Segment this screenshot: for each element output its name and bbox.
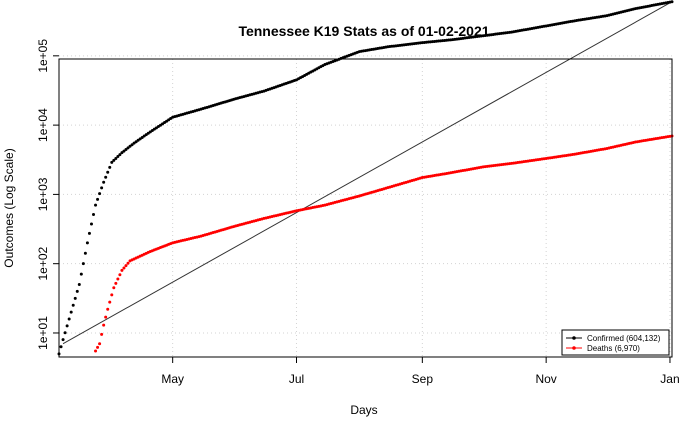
data-point [128,144,132,148]
data-point [122,266,126,270]
chart-title: Tennessee K19 Stats as of 01-02-2021 [238,23,489,39]
legend-swatch-point [572,346,576,350]
data-point [98,192,102,196]
data-point [124,147,128,151]
data-point [116,277,120,281]
legend-box [561,329,670,356]
data-point [112,158,116,162]
data-point [106,307,110,311]
y-tick-label: 1e+02 [36,247,50,281]
data-point [110,160,114,164]
data-point [670,0,674,4]
data-point [67,317,71,321]
data-point [104,315,108,319]
data-point [124,264,128,268]
data-point [59,345,63,349]
data-point [130,143,134,147]
x-axis-label: Days [350,403,377,417]
data-point [63,331,67,335]
data-point [104,175,108,179]
y-tick-label: 1e+01 [36,316,50,350]
data-point [114,156,118,160]
data-point [65,324,69,328]
data-point [110,293,114,297]
data-point [114,281,118,285]
x-tick-label: Jul [289,372,304,386]
y-tick-label: 1e+05 [36,39,50,73]
data-point [126,261,130,265]
data-point [85,241,89,245]
data-point [96,197,100,201]
data-point [87,231,91,235]
x-axis: May Jul Sep Nov Jan [161,357,680,386]
data-point [108,300,112,304]
data-point [73,296,77,300]
data-point [120,151,124,155]
data-point [102,180,106,184]
data-point [94,203,98,207]
x-tick-label: Sep [412,372,434,386]
x-tick-label: Jan [660,372,679,386]
data-point [100,332,104,336]
series-1 [94,134,674,353]
data-point [92,213,96,217]
x-tick-label: Nov [535,372,556,386]
data-point [98,342,102,346]
data-point [116,155,120,159]
data-point [106,170,110,174]
y-tick-label: 1e+04 [36,108,50,142]
data-point [77,283,81,287]
data-point [81,262,85,266]
legend: Confirmed (604,132)Deaths (6,970) [561,329,670,356]
data-point [79,272,83,276]
data-point [94,349,98,353]
data-point [122,149,126,153]
data-point [126,146,130,150]
data-point [120,268,124,272]
reference-line-layer [62,1,673,345]
data-point [108,165,112,169]
data-point [89,222,93,226]
y-axis: 1e+01 1e+02 1e+03 1e+04 1e+05 [36,39,59,350]
data-point [75,289,79,293]
data-point [118,273,122,277]
data-point [96,345,100,349]
series-0 [57,0,674,356]
data-point [100,186,104,190]
series-layer [57,0,674,356]
data-point [83,251,87,255]
data-point [112,286,116,290]
reference-line [62,1,673,345]
data-point [71,303,75,307]
x-tick-label: May [161,372,184,386]
plot-frame [58,58,673,358]
data-point [102,323,106,327]
y-tick-label: 1e+03 [36,177,50,211]
data-point [61,338,65,342]
grid [59,55,672,357]
data-point [69,310,73,314]
data-point [118,153,122,157]
y-axis-label: Outcomes (Log Scale) [2,148,16,267]
legend-label: Deaths (6,970) [587,344,640,353]
legend-label: Confirmed (604,132) [587,334,661,343]
legend-swatch-point [572,336,576,340]
